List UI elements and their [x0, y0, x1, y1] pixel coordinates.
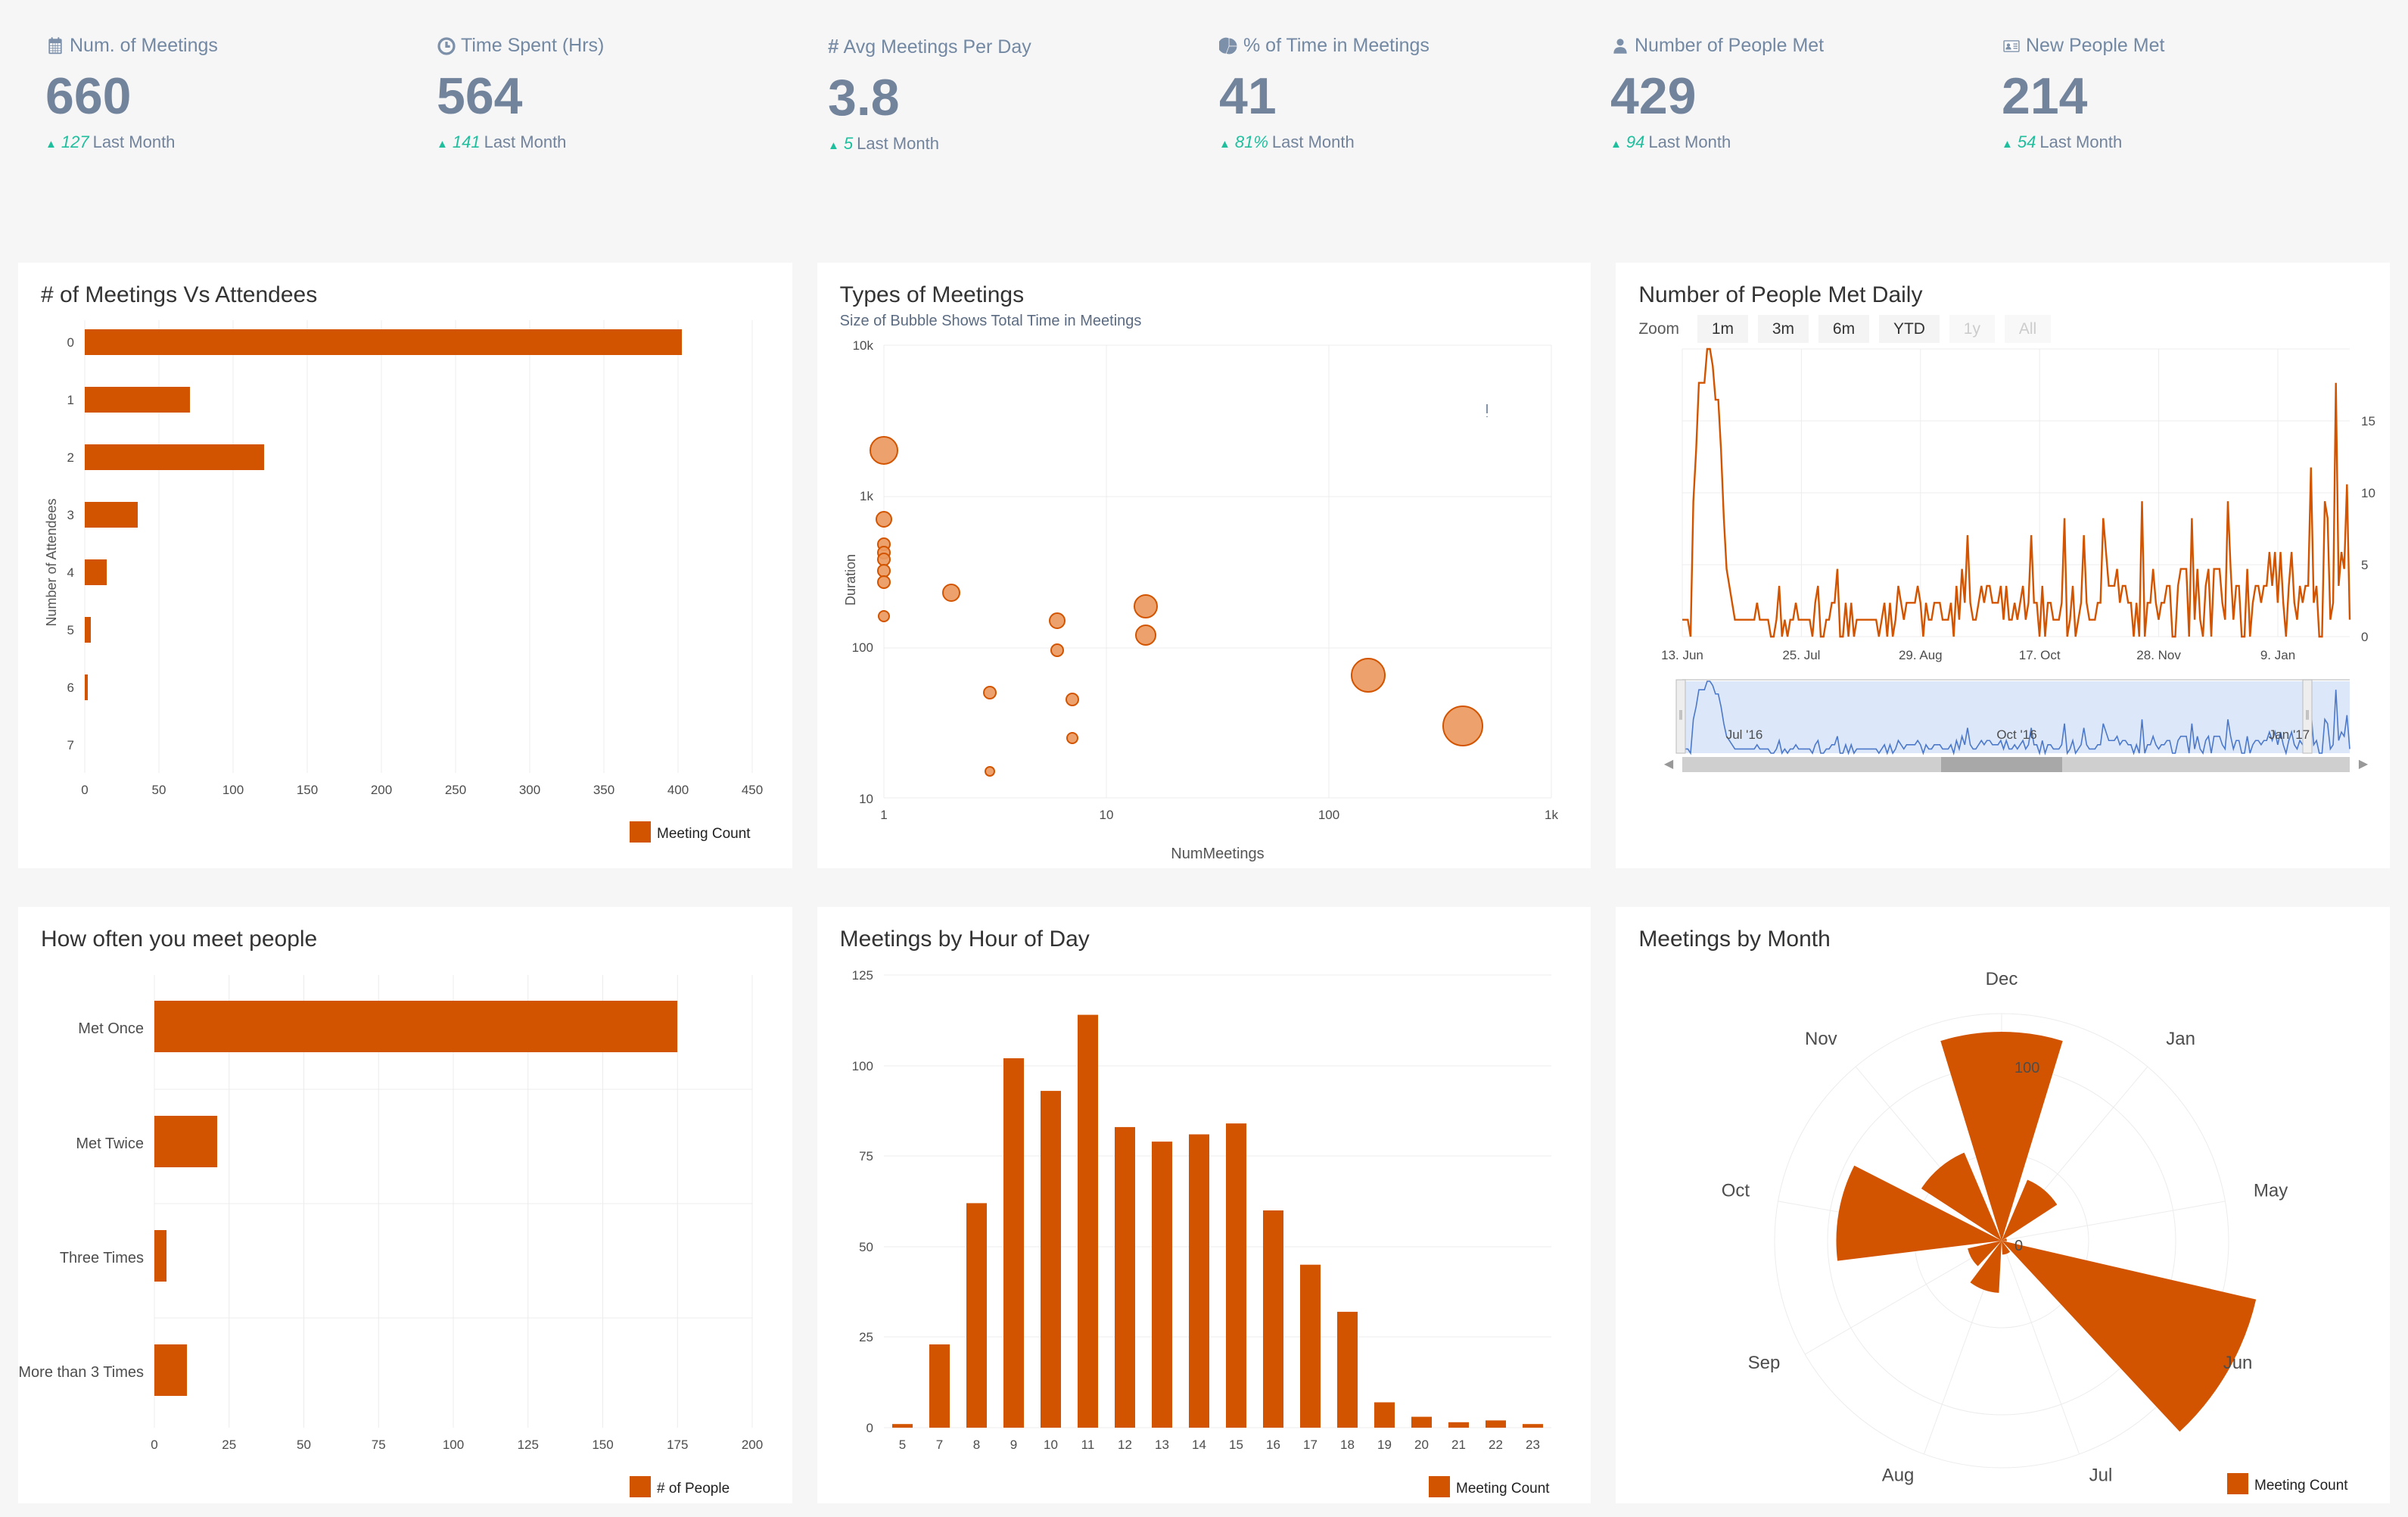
svg-text:6: 6 [67, 681, 74, 695]
svg-text:17. Oct: 17. Oct [2019, 648, 2061, 662]
svg-text:1: 1 [880, 808, 887, 822]
svg-text:1k: 1k [860, 489, 873, 503]
svg-text:0: 0 [2014, 1238, 2023, 1254]
svg-text:450: 450 [742, 783, 763, 797]
svg-text:10: 10 [1044, 1438, 1058, 1452]
svg-text:0: 0 [151, 1438, 157, 1452]
svg-text:15: 15 [2361, 414, 2375, 428]
svg-text:50: 50 [859, 1240, 873, 1254]
svg-text:150: 150 [297, 783, 318, 797]
svg-text:50: 50 [152, 783, 166, 797]
svg-text:9. Jan: 9. Jan [2260, 648, 2295, 662]
svg-text:# of People: # of People [657, 1481, 730, 1497]
svg-text:Sep: Sep [1748, 1353, 1781, 1373]
svg-text:200: 200 [742, 1438, 763, 1452]
svg-text:15: 15 [1229, 1438, 1243, 1452]
svg-text:100: 100 [443, 1438, 464, 1452]
svg-text:17: 17 [1303, 1438, 1318, 1452]
svg-text:Jul '16: Jul '16 [1726, 727, 1763, 742]
svg-text:9: 9 [1010, 1438, 1016, 1452]
svg-text:8: 8 [972, 1438, 979, 1452]
svg-text:0: 0 [67, 335, 74, 350]
svg-text:20: 20 [1414, 1438, 1429, 1452]
svg-text:400: 400 [667, 783, 689, 797]
svg-text:Nov: Nov [1805, 1029, 1837, 1049]
svg-text:125: 125 [518, 1438, 539, 1452]
svg-text:Meeting Count: Meeting Count [657, 826, 751, 842]
svg-text:Meeting Count: Meeting Count [1456, 1481, 1550, 1497]
svg-text:14: 14 [1192, 1438, 1206, 1452]
svg-text:Number of Attendees: Number of Attendees [44, 498, 59, 626]
svg-text:10: 10 [1099, 808, 1113, 822]
svg-text:25. Jul: 25. Jul [1783, 648, 1821, 662]
svg-text:150: 150 [592, 1438, 613, 1452]
svg-text:NumMeetings: NumMeetings [1171, 846, 1264, 862]
svg-text:200: 200 [371, 783, 392, 797]
svg-text:Oct: Oct [1722, 1180, 1750, 1201]
svg-text:28. Nov: 28. Nov [2137, 648, 2182, 662]
svg-text:1: 1 [67, 393, 74, 407]
svg-text:◀: ◀ [1664, 758, 1674, 771]
svg-text:12: 12 [1118, 1438, 1132, 1452]
svg-text:250: 250 [445, 783, 466, 797]
svg-text:Jan: Jan [2167, 1029, 2196, 1049]
svg-text:Aug: Aug [1882, 1466, 1915, 1486]
svg-text:25: 25 [859, 1330, 873, 1344]
svg-text:Met Once: Met Once [78, 1020, 144, 1037]
svg-text:Met Twice: Met Twice [76, 1135, 144, 1152]
svg-text:Three Times: Three Times [60, 1250, 144, 1266]
svg-text:Jan '17: Jan '17 [2269, 727, 2310, 742]
svg-text:Duration: Duration [843, 554, 858, 606]
svg-text:∥: ∥ [1678, 709, 1684, 720]
svg-text:21: 21 [1451, 1438, 1466, 1452]
svg-text:100: 100 [2014, 1060, 2039, 1076]
svg-text:350: 350 [593, 783, 614, 797]
svg-text:7: 7 [935, 1438, 942, 1452]
svg-text:10k: 10k [852, 338, 873, 353]
svg-text:∥: ∥ [2305, 709, 2310, 720]
svg-text:1k: 1k [1545, 808, 1558, 822]
svg-text:125: 125 [851, 968, 873, 983]
svg-text:175: 175 [667, 1438, 688, 1452]
svg-text:25: 25 [222, 1438, 236, 1452]
svg-text:0: 0 [81, 783, 88, 797]
svg-text:22: 22 [1489, 1438, 1503, 1452]
svg-text:Jun: Jun [2223, 1353, 2253, 1373]
svg-text:Dec: Dec [1986, 969, 2018, 989]
svg-text:23: 23 [1526, 1438, 1540, 1452]
svg-text:0: 0 [2361, 630, 2368, 644]
svg-text:100: 100 [851, 1059, 873, 1073]
svg-text:More than 3 Times: More than 3 Times [18, 1364, 144, 1381]
svg-text:2: 2 [67, 450, 74, 465]
svg-text:5: 5 [2361, 558, 2368, 572]
svg-text:4: 4 [67, 565, 74, 580]
svg-text:Meeting Count: Meeting Count [2254, 1478, 2348, 1494]
svg-text:16: 16 [1266, 1438, 1280, 1452]
svg-text:19: 19 [1377, 1438, 1392, 1452]
svg-text:May: May [2254, 1180, 2288, 1201]
svg-text:10: 10 [2361, 486, 2375, 500]
svg-text:Oct '16: Oct '16 [1997, 727, 2037, 742]
svg-text:5: 5 [67, 623, 74, 637]
svg-text:100: 100 [1318, 808, 1339, 822]
svg-text:11: 11 [1081, 1438, 1094, 1452]
svg-text:18: 18 [1340, 1438, 1355, 1452]
svg-text:75: 75 [372, 1438, 386, 1452]
svg-text:10: 10 [859, 792, 873, 806]
svg-text:13: 13 [1155, 1438, 1169, 1452]
svg-text:5: 5 [898, 1438, 905, 1452]
svg-text:Jul: Jul [2089, 1466, 2113, 1486]
svg-text:300: 300 [519, 783, 540, 797]
svg-text:75: 75 [859, 1149, 873, 1163]
svg-text:7: 7 [67, 738, 74, 752]
svg-text:100: 100 [222, 783, 244, 797]
svg-text:▶: ▶ [2359, 758, 2369, 771]
svg-text:0: 0 [866, 1421, 873, 1435]
svg-text:100: 100 [851, 640, 873, 655]
svg-text:50: 50 [297, 1438, 311, 1452]
svg-text:3: 3 [67, 508, 74, 522]
svg-text:13. Jun: 13. Jun [1661, 648, 1703, 662]
svg-text:29. Aug: 29. Aug [1899, 648, 1943, 662]
